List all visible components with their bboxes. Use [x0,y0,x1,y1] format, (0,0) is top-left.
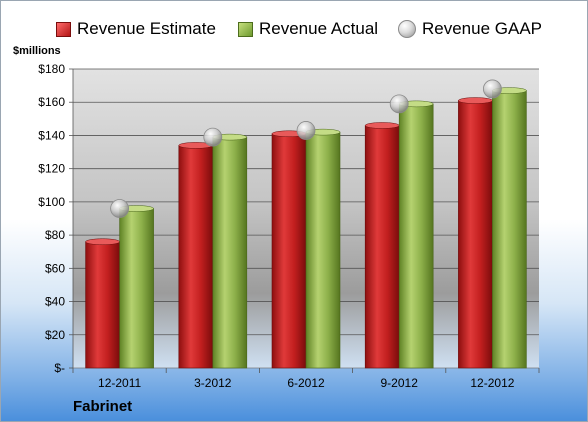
legend-label-gaap: Revenue GAAP [422,19,543,38]
legend-item-estimate: Revenue Estimate [56,15,216,43]
gaap-marker [389,94,409,114]
y-tick-label: $100 [38,195,65,209]
y-tick-label: $60 [45,261,65,275]
y-tick-label: $180 [38,62,65,76]
legend-swatch-estimate [56,21,71,37]
x-tick-label: 3-2012 [194,376,232,390]
bar-estimate [271,133,307,369]
bar-estimate [364,125,400,369]
x-tick-label: 12-2012 [470,376,514,390]
legend-label-actual: Revenue Actual [259,19,379,38]
legend-label-estimate: Revenue Estimate [77,19,216,38]
y-tick-label: $- [54,361,65,375]
gaap-marker [110,199,129,218]
legend-item-actual: Revenue Actual [238,15,378,43]
bar-estimate [178,145,214,369]
y-tick-label: $80 [45,228,65,242]
x-tick-label: 6-2012 [287,376,325,390]
bar-actual [212,136,248,369]
bar-actual [305,131,341,369]
y-tick-label: $140 [38,128,65,142]
bar-actual [398,103,434,369]
bar-estimate [85,241,120,369]
y-axis-unit-label: $millions [13,45,61,57]
y-tick-label: $40 [45,295,65,309]
y-tick-label: $120 [38,162,65,176]
bar-estimate [458,100,493,369]
y-tick-label: $160 [38,95,65,109]
legend: Revenue Estimate Revenue Actual Revenue … [1,15,587,43]
bar-estimate-cap [458,97,493,104]
gaap-marker [203,127,223,147]
x-tick-label: 9-2012 [381,376,419,390]
bar-estimate-cap [364,122,400,129]
gaap-marker [482,79,502,99]
company-name: Fabrinet [73,398,133,415]
legend-swatch-gaap [398,20,416,38]
legend-item-gaap: Revenue GAAP [398,15,542,43]
bar-estimate-cap [85,238,120,246]
gaap-marker [296,121,316,140]
bar-actual [492,90,527,369]
y-tick-label: $20 [45,328,65,342]
legend-swatch-actual [238,21,253,37]
x-tick-label: 12-2011 [98,376,141,390]
bar-actual [119,208,154,369]
